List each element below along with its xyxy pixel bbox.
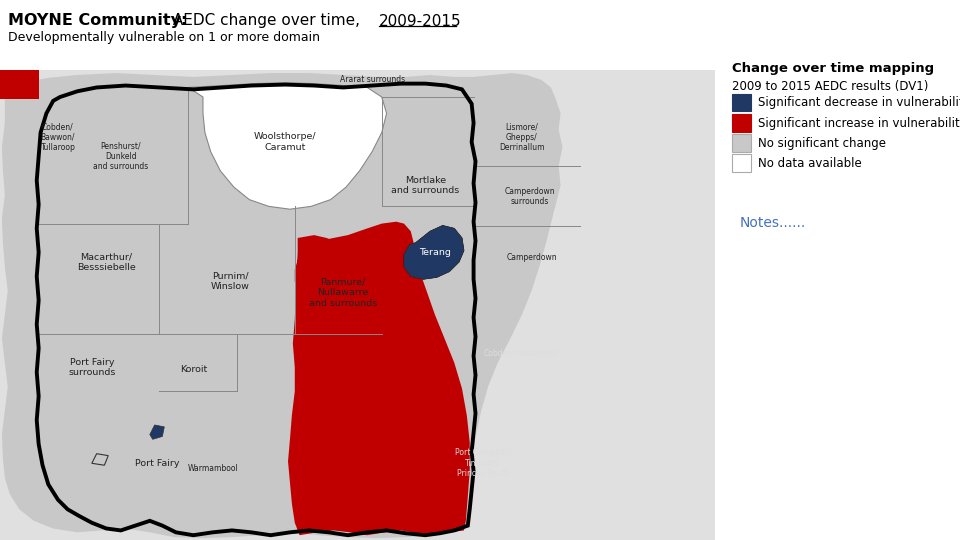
Text: Cobden/Mousehole?: Cobden/Mousehole? xyxy=(484,348,561,357)
Text: Port Fairy
surrounds: Port Fairy surrounds xyxy=(68,357,115,377)
Polygon shape xyxy=(2,73,563,538)
Text: Lismore/
Ghepps/
Derrinallum: Lismore/ Ghepps/ Derrinallum xyxy=(499,123,544,152)
Polygon shape xyxy=(36,84,475,535)
Text: Camperdown
surrounds: Camperdown surrounds xyxy=(504,187,555,206)
Text: Significant decrease in vulnerability: Significant decrease in vulnerability xyxy=(758,96,960,109)
Polygon shape xyxy=(150,425,164,440)
Polygon shape xyxy=(404,226,464,279)
Text: Developmentally vulnerable on 1 or more domain: Developmentally vulnerable on 1 or more … xyxy=(8,31,320,44)
Polygon shape xyxy=(188,83,387,209)
Text: Change over time mapping: Change over time mapping xyxy=(732,62,934,75)
Text: 2009 to 2015 AEDC results (DV1): 2009 to 2015 AEDC results (DV1) xyxy=(732,80,928,93)
Text: Cobden/
Bawwon/
Tullaroop: Cobden/ Bawwon/ Tullaroop xyxy=(40,123,76,152)
Text: Ararat surrounds: Ararat surrounds xyxy=(340,75,405,84)
Text: Notes......: Notes...... xyxy=(739,216,805,230)
Text: Port Fairy: Port Fairy xyxy=(135,459,180,468)
Text: Significant increase in vulnerability: Significant increase in vulnerability xyxy=(758,117,960,130)
Text: Koroit: Koroit xyxy=(180,365,207,374)
Text: No significant change: No significant change xyxy=(758,137,886,150)
Text: Port Campbell/
Timboon/
Princes South: Port Campbell/ Timboon/ Princes South xyxy=(455,448,512,478)
Polygon shape xyxy=(404,226,464,279)
Text: Mortlake
and surrounds: Mortlake and surrounds xyxy=(391,176,460,195)
Polygon shape xyxy=(288,222,469,535)
Text: MOYNE Community:: MOYNE Community: xyxy=(8,14,187,29)
Text: Woolsthorpe/
Caramut: Woolsthorpe/ Caramut xyxy=(253,132,317,152)
Bar xyxy=(0,70,38,99)
Text: Camperdown: Camperdown xyxy=(506,253,557,262)
Text: AEDC change over time,: AEDC change over time, xyxy=(168,14,365,29)
Text: Terang: Terang xyxy=(419,248,451,257)
Text: Penshurst/
Dunkeld
and surrounds: Penshurst/ Dunkeld and surrounds xyxy=(93,141,149,171)
Text: Purnim/
Winslow: Purnim/ Winslow xyxy=(210,272,250,291)
Polygon shape xyxy=(92,454,108,465)
Text: Warmambool: Warmambool xyxy=(187,464,238,472)
Text: Panmure/
Nullawarre
and surrounds: Panmure/ Nullawarre and surrounds xyxy=(309,278,377,308)
Text: Macarthur/
Besssiebelle: Macarthur/ Besssiebelle xyxy=(77,252,135,272)
Text: No data available: No data available xyxy=(758,157,862,170)
Text: 2009-2015: 2009-2015 xyxy=(379,14,462,29)
